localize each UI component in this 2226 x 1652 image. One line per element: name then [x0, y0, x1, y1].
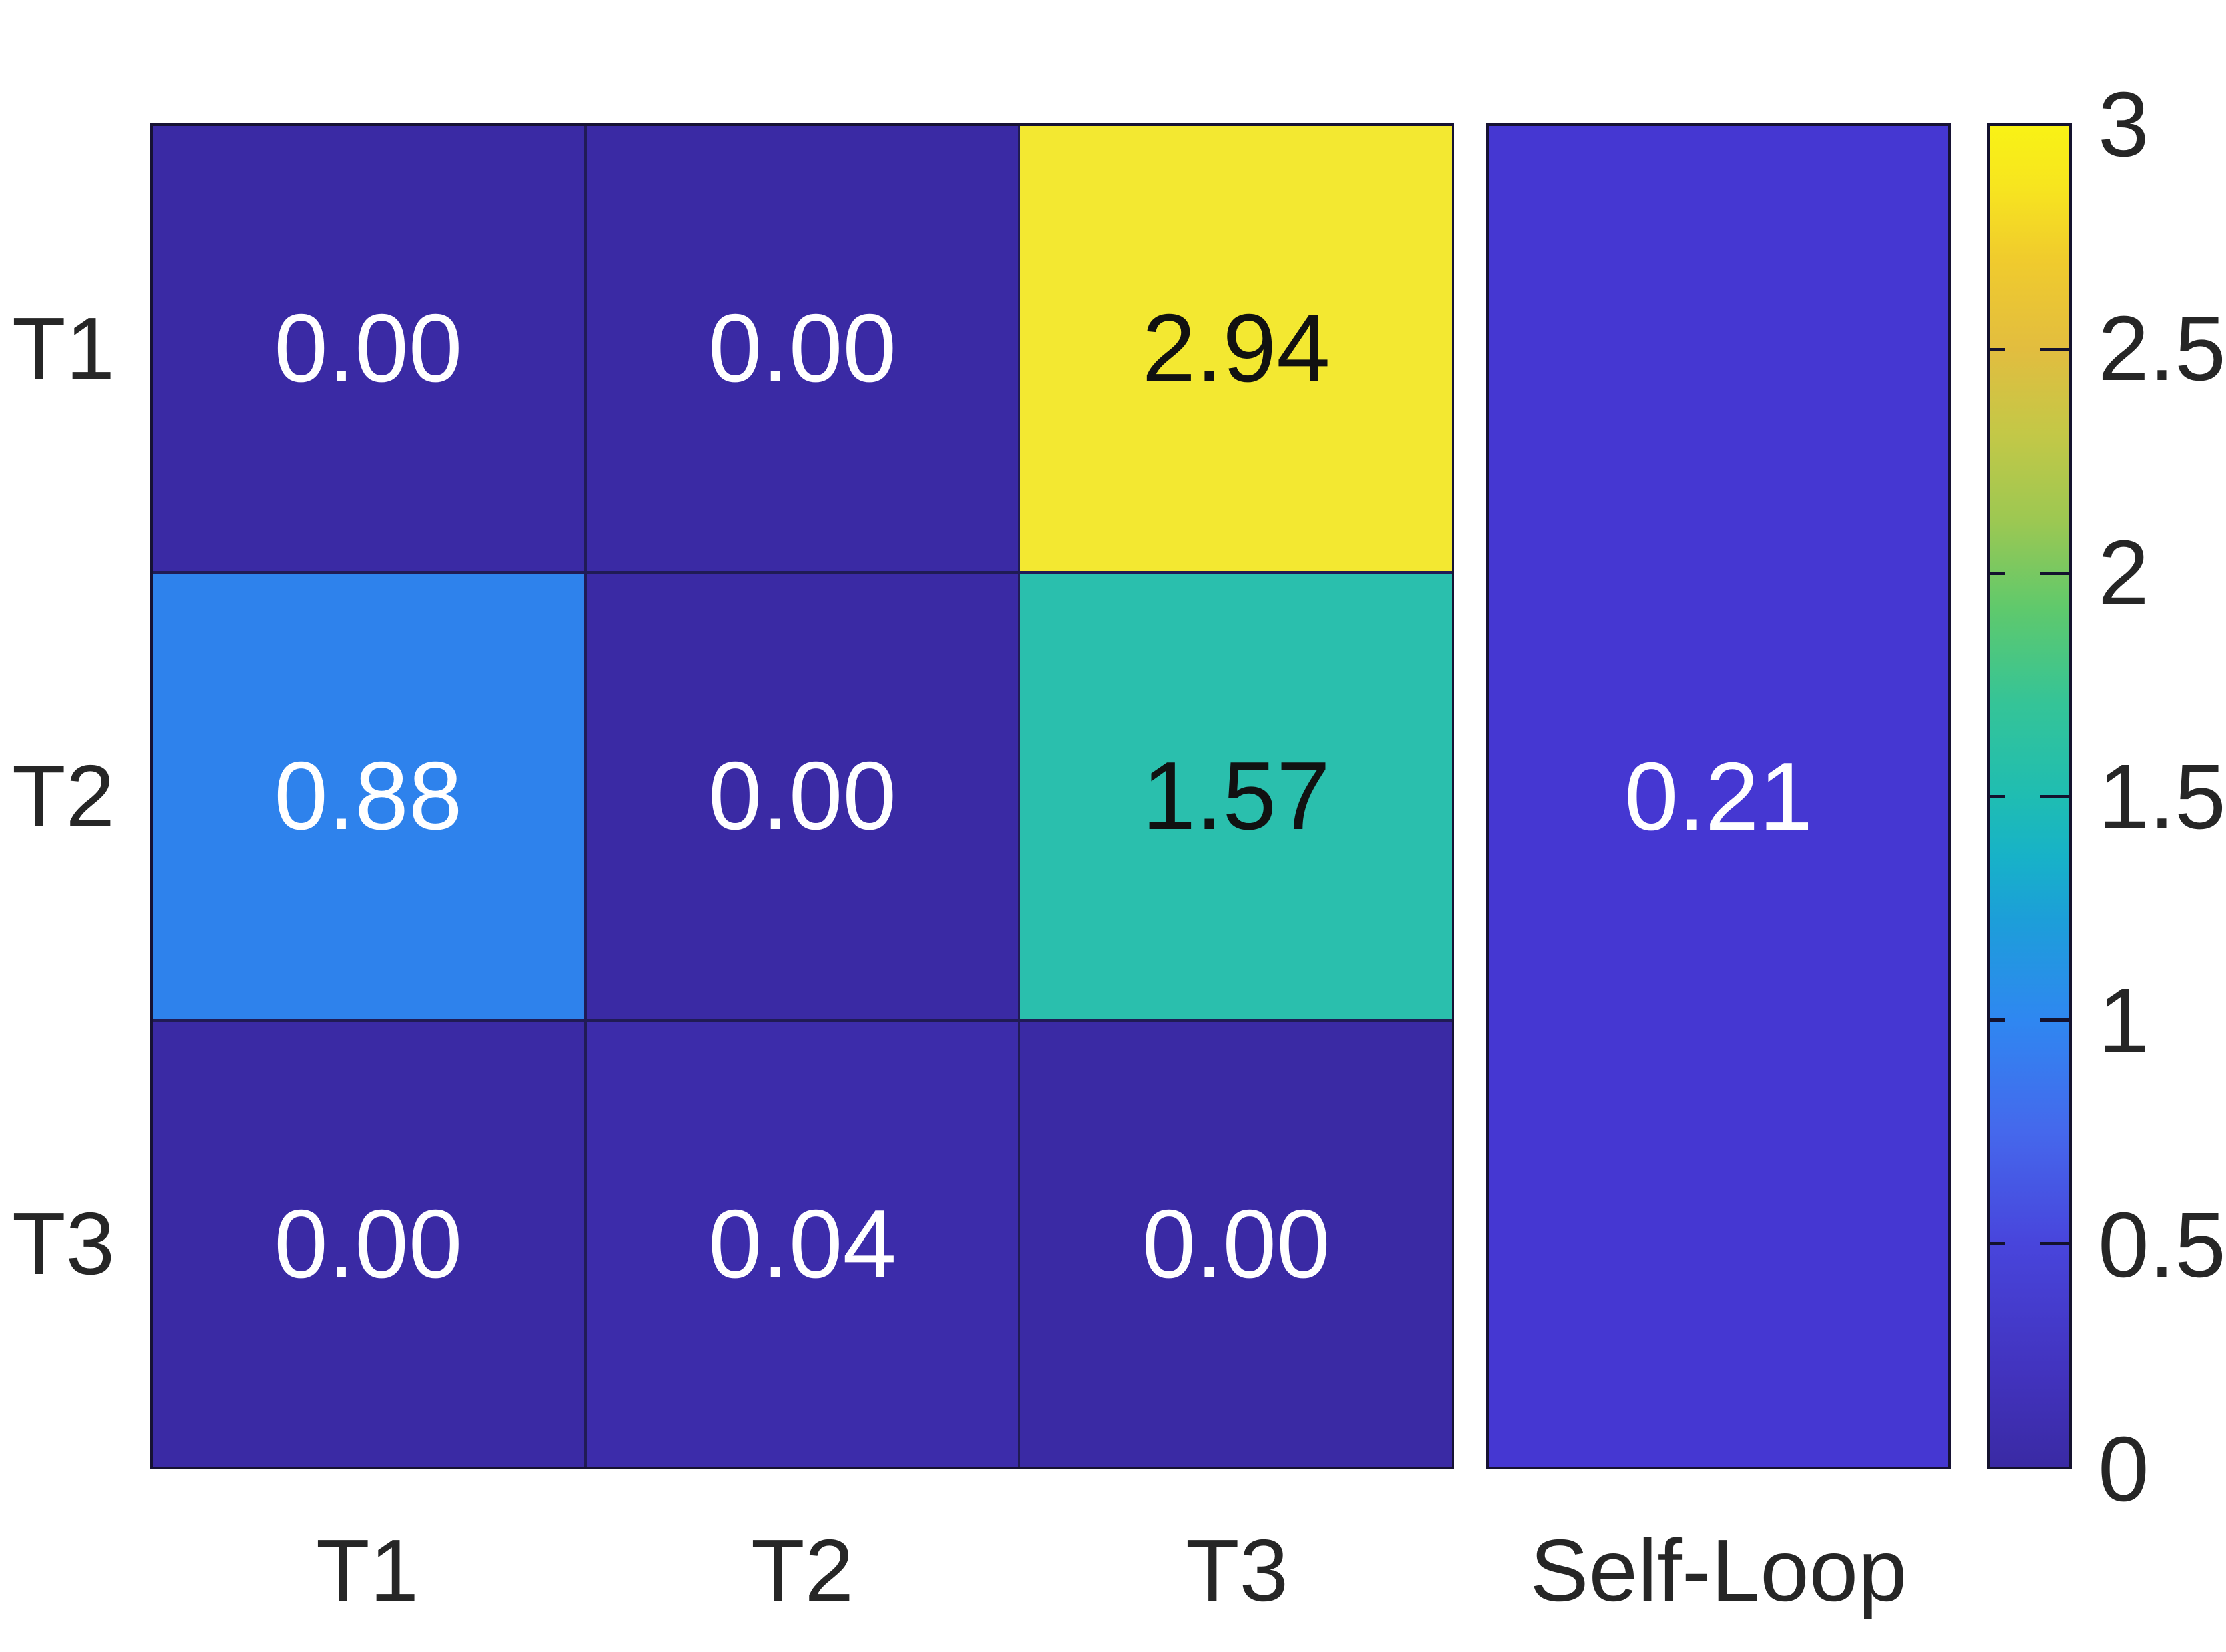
- colorbar-label-1_5: 1.5: [2098, 746, 2226, 848]
- colorbar-tick-left-1_5: [1990, 795, 2005, 798]
- colorbar-tick-left-2: [1990, 571, 2005, 575]
- colorbar: [1987, 123, 2072, 1469]
- self-loop-cell: 0.21: [1486, 123, 1951, 1469]
- colorbar-tick-2_5: [2040, 348, 2069, 351]
- colorbar-tick-left-2_5: [1990, 348, 2005, 351]
- heatmap-cell-r2c3: 1.57: [1020, 574, 1452, 1019]
- x-tick-label-t3: T3: [1185, 1521, 1289, 1619]
- y-tick-label-t2: T2: [11, 747, 115, 845]
- x-tick-label-t2: T2: [750, 1521, 854, 1619]
- colorbar-tick-left-1: [1990, 1018, 2005, 1022]
- x-tick-label-self-loop: Self-Loop: [1530, 1521, 1907, 1619]
- heatmap-cell-r2c2: 0.00: [586, 574, 1018, 1019]
- colorbar-tick-0_5: [2040, 1241, 2069, 1245]
- colorbar-tick-1: [2040, 1018, 2069, 1022]
- heatmap-cell-r1c3: 2.94: [1020, 126, 1452, 572]
- x-tick-label-t1: T1: [315, 1521, 419, 1619]
- colorbar-label-0: 0: [2098, 1418, 2149, 1521]
- colorbar-label-2: 2: [2098, 522, 2149, 624]
- heatmap-cell-r1c2: 0.00: [586, 126, 1018, 572]
- colorbar-tick-left-0_5: [1990, 1241, 2005, 1245]
- heatmap-cell-r1c1: 0.00: [153, 126, 584, 572]
- heatmap-cell-r3c3: 0.00: [1020, 1021, 1452, 1467]
- heatmap-cell-r2c1: 0.88: [153, 574, 584, 1019]
- colorbar-label-2_5: 2.5: [2098, 297, 2226, 400]
- colorbar-label-3: 3: [2098, 73, 2149, 176]
- heatmap-grid: 0.00 0.00 2.94 0.88 0.00 1.57 0.00 0.04 …: [150, 123, 1454, 1469]
- heatmap-cell-r3c2: 0.04: [586, 1021, 1018, 1467]
- colorbar-tick-1_5: [2040, 795, 2069, 798]
- y-tick-label-t3: T3: [11, 1194, 115, 1293]
- colorbar-label-0_5: 0.5: [2098, 1194, 2226, 1297]
- colorbar-tick-2: [2040, 571, 2069, 575]
- y-tick-label-t1: T1: [11, 299, 115, 397]
- colorbar-label-1: 1: [2098, 970, 2149, 1072]
- heatmap-cell-r3c1: 0.00: [153, 1021, 584, 1467]
